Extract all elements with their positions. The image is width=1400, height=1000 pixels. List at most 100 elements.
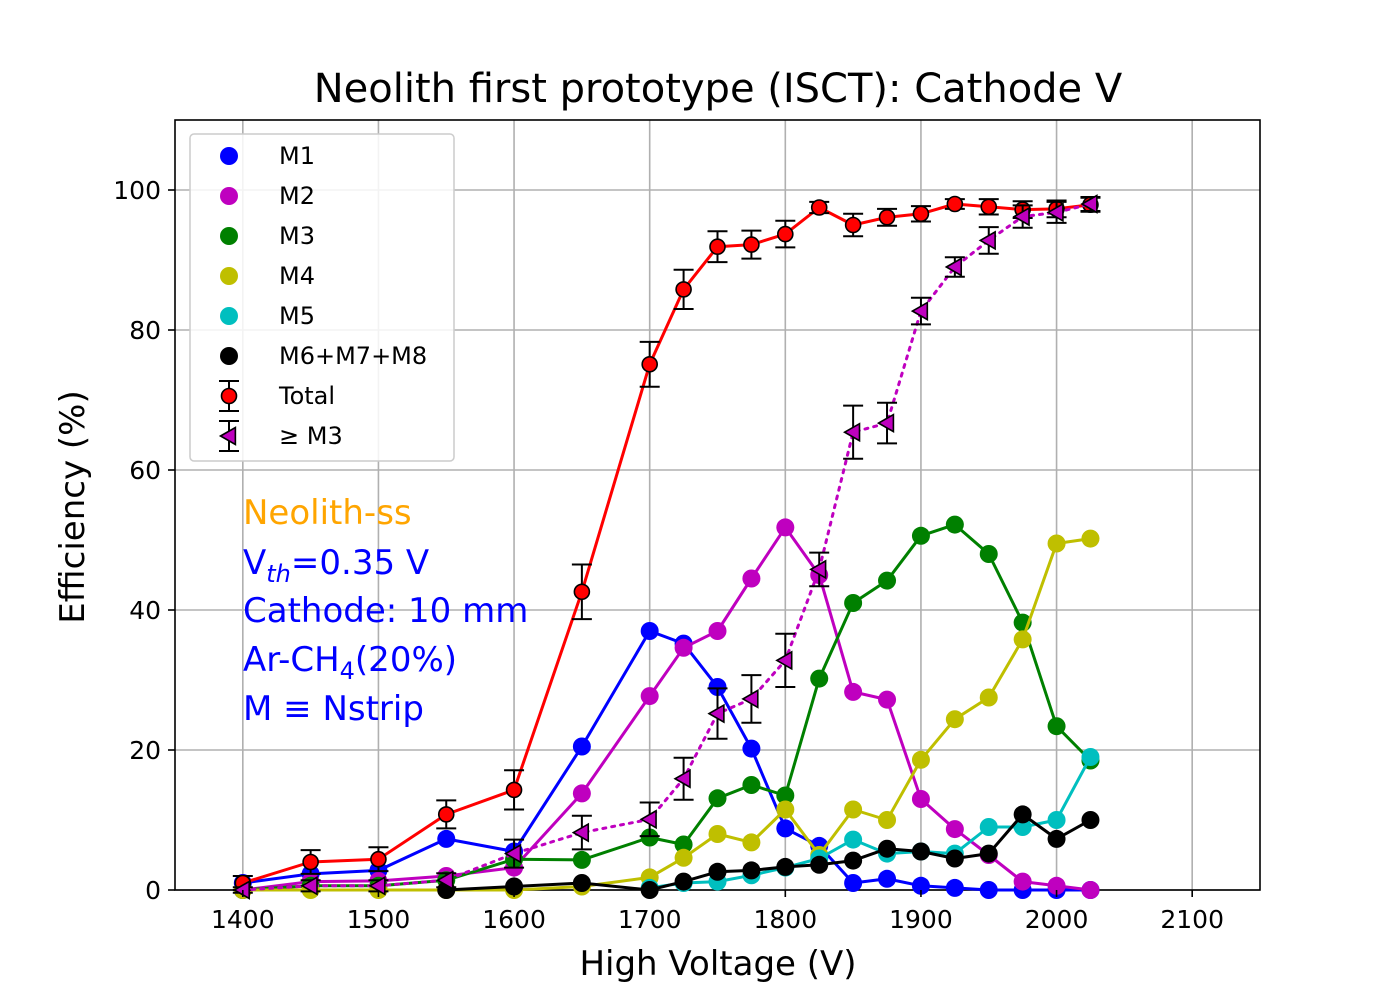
data-point	[878, 209, 896, 226]
legend-box	[189, 133, 455, 462]
annotation-vth: Vth=0.35 V	[243, 543, 429, 588]
data-point	[709, 238, 726, 255]
data-point	[708, 789, 727, 808]
legend-label: Total	[278, 382, 335, 410]
data-point	[232, 880, 250, 900]
data-point	[708, 862, 727, 881]
data-point	[437, 829, 456, 848]
data-point	[742, 776, 761, 794]
y-axis-label: Efficiency (%)	[53, 390, 93, 623]
legend-label: M4	[279, 262, 315, 290]
data-point	[640, 687, 659, 706]
data-point	[979, 545, 998, 563]
chart-title: Neolith first prototype (ISCT): Cathode …	[314, 66, 1123, 112]
data-point	[573, 583, 591, 601]
data-point	[674, 835, 693, 854]
data-point	[810, 855, 829, 874]
data-point	[876, 413, 895, 433]
data-point	[911, 876, 930, 895]
data-point	[844, 594, 863, 612]
legend-label: M2	[279, 182, 315, 210]
legend-marker	[218, 426, 237, 446]
data-point	[844, 874, 863, 892]
data-point	[640, 622, 659, 640]
data-point	[1047, 811, 1066, 829]
data-point	[776, 518, 795, 537]
data-point	[743, 236, 760, 253]
data-point	[1046, 202, 1064, 223]
legend-item: M3	[220, 222, 315, 250]
data-point	[1081, 881, 1100, 899]
legend-label: M1	[279, 142, 315, 170]
data-point	[674, 638, 693, 657]
data-point	[1047, 534, 1066, 553]
x-tick-label: 1500	[347, 905, 411, 934]
data-point	[708, 825, 727, 843]
data-point	[878, 690, 897, 709]
legend-marker	[220, 227, 238, 245]
data-point	[1013, 805, 1032, 824]
data-point	[1081, 811, 1100, 829]
data-point	[979, 844, 998, 863]
legend-marker	[220, 307, 238, 325]
data-point	[708, 678, 727, 696]
legend-label: M6+M7+M8	[279, 342, 427, 370]
data-point	[742, 739, 761, 758]
data-point	[844, 216, 862, 234]
data-point	[945, 878, 964, 897]
data-point	[1013, 630, 1032, 649]
x-tick-label: 1700	[618, 905, 682, 934]
y-tick-label: 0	[145, 876, 161, 905]
data-point	[945, 849, 964, 868]
legend-item: ≥ M3	[218, 420, 343, 452]
data-point	[878, 839, 897, 858]
data-point	[300, 875, 318, 896]
series-line	[241, 202, 1092, 892]
y-tick-label: 80	[129, 316, 161, 345]
data-point	[674, 848, 693, 867]
legend-item: M1	[220, 142, 315, 170]
legend-marker	[220, 187, 238, 205]
legend-label: M3	[279, 222, 315, 250]
data-point	[436, 870, 454, 891]
series-m6-m7-m8	[437, 805, 1100, 899]
data-point	[878, 571, 897, 590]
data-point	[707, 703, 725, 724]
data-point	[1080, 194, 1098, 214]
data-point	[1012, 206, 1030, 227]
data-point	[979, 881, 998, 899]
data-point	[844, 851, 863, 870]
data-point	[370, 850, 387, 868]
data-point	[640, 828, 659, 847]
legend-item: M4	[220, 262, 315, 290]
data-point	[878, 869, 897, 888]
data-point	[675, 281, 692, 298]
data-point	[910, 301, 929, 321]
data-point	[843, 422, 861, 443]
data-point	[437, 806, 455, 823]
x-axis-label: High Voltage (V)	[579, 944, 856, 984]
data-point	[572, 784, 591, 803]
legend-label: ≥ M3	[279, 422, 343, 450]
data-point	[844, 682, 863, 701]
data-point	[777, 225, 794, 243]
data-point	[979, 688, 998, 707]
data-point	[945, 710, 964, 729]
legend-marker	[220, 387, 238, 405]
x-tick-label: 1900	[889, 905, 953, 934]
data-point	[572, 874, 591, 892]
data-point	[505, 781, 523, 799]
y-tick-label: 40	[129, 596, 161, 625]
legend-item: M6+M7+M8	[220, 342, 427, 370]
data-point	[742, 833, 761, 852]
x-tick-label: 2100	[1160, 905, 1224, 934]
data-point	[945, 515, 964, 534]
x-tick-label: 1800	[754, 905, 818, 934]
data-point	[776, 819, 795, 838]
data-point	[572, 850, 591, 869]
data-point	[1047, 829, 1066, 848]
data-point	[742, 569, 761, 588]
axis-ticks: 1400 1500 1600 1700 1800 1900 2000 2100 0 20 40 60 8…	[113, 176, 1224, 934]
legend-item: Total	[219, 380, 335, 412]
